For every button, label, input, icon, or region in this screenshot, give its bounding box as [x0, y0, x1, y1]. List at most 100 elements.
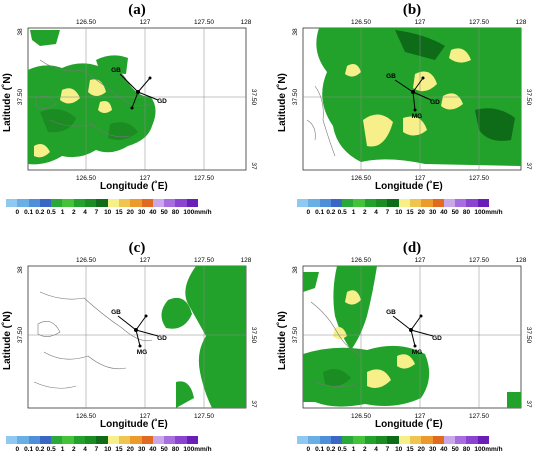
colorbar-tick-label: 4 — [374, 446, 378, 453]
colorbar-cell — [175, 436, 187, 444]
svg-text:127: 127 — [415, 413, 426, 420]
colorbar-tick-label: 0 — [306, 446, 311, 453]
colorbar-cell — [130, 436, 142, 444]
colorbar-tick-label: 0.1 — [315, 209, 325, 216]
colorbar-cell — [398, 199, 410, 207]
colorbar: 0 0.1 0.2 0.5 1 2 4 7 10 15 20 30 40 50 80 100mm/h — [297, 199, 503, 217]
colorbar-tick-label: 40 — [440, 209, 448, 216]
svg-text:126.50: 126.50 — [351, 257, 371, 264]
colorbar-tick-label: 4 — [374, 209, 378, 216]
colorbar-tick-label: 50 — [160, 446, 168, 453]
x-axis-title: Longitude (˚E) — [375, 419, 443, 430]
y-axis-title: Latitude (˚N) — [277, 73, 288, 132]
colorbar-tick-label: 20 — [126, 209, 134, 216]
colorbar-ticks: 0 0.1 0.2 0.5 1 2 4 7 10 15 20 30 40 50 80 100mm/h — [297, 444, 502, 454]
colorbar-cell — [141, 199, 153, 207]
colorbar-tick-label: 100mm/h — [474, 209, 503, 216]
colorbar-cell — [364, 436, 377, 444]
colorbar-cell — [308, 436, 320, 444]
svg-text:127.50: 127.50 — [469, 257, 489, 264]
colorbar-cell — [364, 199, 377, 207]
svg-text:128: 128 — [241, 257, 252, 264]
colorbar-cell — [164, 199, 176, 207]
colorbar-tick-label: 1 — [60, 446, 65, 453]
colorbar-tick-label: 0.5 — [46, 209, 56, 216]
colorbar-tick-label: 2 — [362, 446, 367, 453]
colorbar-tick-label: 15 — [406, 446, 414, 453]
colorbar-tick-label: 50 — [451, 209, 459, 216]
svg-text:MG: MG — [412, 349, 422, 356]
colorbar: 0 0.1 0.2 0.5 1 2 4 7 10 15 20 30 40 50 80 100mm/h — [6, 199, 212, 217]
colorbar-cell — [96, 199, 108, 207]
colorbar-cell — [39, 436, 52, 444]
colorbar-tick-label: 30 — [137, 209, 146, 216]
svg-text:127.50: 127.50 — [469, 19, 489, 26]
svg-text:127: 127 — [415, 19, 426, 26]
colorbar-cell — [175, 199, 187, 207]
colorbar-cell — [353, 436, 365, 444]
colorbar-cell — [297, 436, 309, 444]
svg-text:126.50: 126.50 — [76, 19, 96, 26]
panel-a: (a) — [0, 0, 275, 232]
svg-text:37.50: 37.50 — [525, 327, 532, 344]
svg-text:128: 128 — [516, 257, 527, 264]
colorbar-cell — [477, 199, 490, 207]
colorbar-cell — [107, 199, 119, 207]
colorbar-tick-label: 20 — [417, 446, 425, 453]
colorbar-cell — [330, 199, 343, 207]
svg-text:GD: GD — [157, 335, 167, 342]
svg-text:37.50: 37.50 — [292, 326, 299, 343]
colorbar-tick-label: 15 — [115, 209, 123, 216]
colorbar-cell — [73, 436, 86, 444]
colorbar-tick-label: 50 — [451, 446, 459, 453]
colorbar-tick-label: 0.5 — [337, 446, 347, 453]
svg-text:GD: GD — [157, 98, 167, 105]
colorbar-cell — [387, 199, 399, 207]
svg-text:37.50: 37.50 — [17, 88, 24, 105]
svg-text:126.50: 126.50 — [76, 413, 96, 420]
colorbar-tick-label: 7 — [94, 209, 99, 216]
colorbar-tick-label: 1 — [351, 209, 356, 216]
svg-text:128: 128 — [516, 19, 527, 26]
svg-text:37: 37 — [250, 400, 257, 408]
x-axis-title: Longitude (˚E) — [100, 181, 168, 192]
svg-text:37: 37 — [250, 162, 257, 170]
panel-label: (b) — [402, 2, 422, 18]
colorbar-tick-label: 30 — [428, 209, 437, 216]
colorbar-tick-label: 0 — [15, 209, 20, 216]
colorbar-cell — [421, 199, 433, 207]
colorbar-cell — [130, 199, 142, 207]
colorbar-tick-label: 7 — [385, 446, 390, 453]
y-axis-title: Latitude (˚N) — [2, 73, 13, 132]
svg-text:127.50: 127.50 — [469, 413, 489, 420]
svg-text:38: 38 — [292, 28, 299, 36]
colorbar-tick-label: 2 — [362, 209, 367, 216]
svg-text:127: 127 — [140, 413, 151, 420]
colorbar-cells — [6, 436, 199, 444]
colorbar-tick-label: 40 — [149, 209, 157, 216]
x-axis-title: Longitude (˚E) — [375, 181, 443, 192]
colorbar-cell — [330, 436, 343, 444]
colorbar-cell — [17, 436, 29, 444]
colorbar-tick-label: 50 — [160, 209, 168, 216]
svg-text:MG: MG — [412, 113, 422, 120]
svg-text:37.50: 37.50 — [250, 89, 257, 106]
colorbar-tick-label: 0 — [15, 446, 20, 453]
colorbar-tick-label: 80 — [171, 446, 180, 453]
colorbar-cell — [17, 199, 29, 207]
colorbar-cell — [342, 436, 354, 444]
colorbar-tick-label: 2 — [71, 446, 76, 453]
svg-text:38: 38 — [292, 266, 299, 274]
svg-text:127: 127 — [140, 257, 151, 264]
colorbar-cell — [186, 199, 199, 207]
svg-text:128: 128 — [241, 19, 252, 26]
colorbar-tick-label: 4 — [83, 209, 87, 216]
y-axis-title: Latitude (˚N) — [277, 311, 288, 370]
panel-label: (a) — [128, 2, 146, 18]
colorbar-cell — [455, 436, 467, 444]
colorbar-cell — [85, 199, 97, 207]
colorbar-tick-label: 0.2 — [326, 446, 336, 453]
colorbar-tick-label: 40 — [149, 446, 157, 453]
colorbar-tick-label: 10 — [395, 209, 403, 216]
colorbar-tick-label: 0.2 — [326, 209, 336, 216]
